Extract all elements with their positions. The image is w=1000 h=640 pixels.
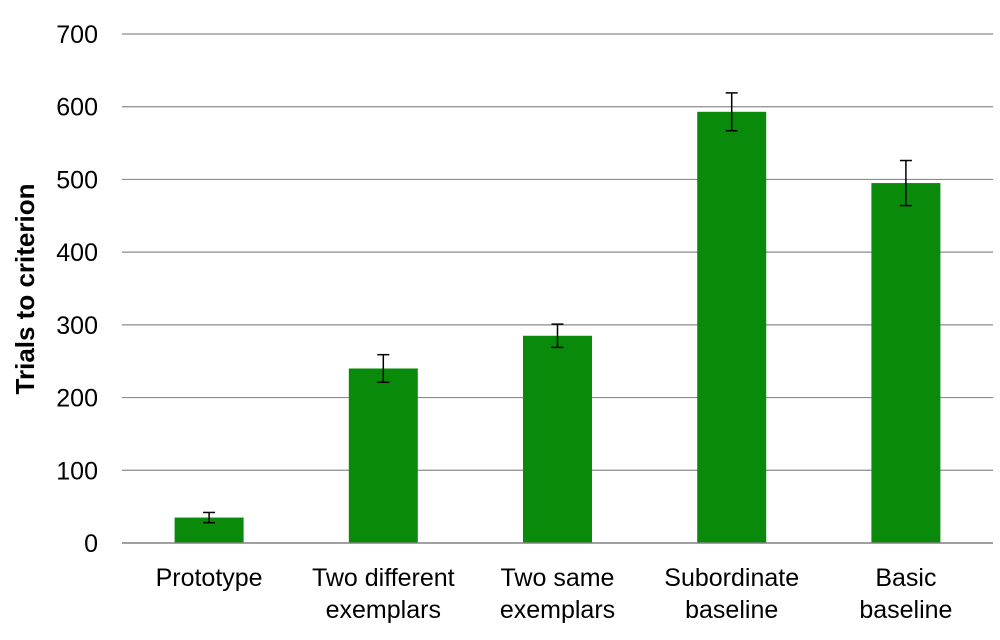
y-tick-label: 100 [56,457,98,485]
x-category-label-line: Two same [501,564,615,592]
y-tick-labels: 0 100 200 300 400 500 600 700 [56,21,98,558]
x-category-label-line: Prototype [156,564,263,592]
x-category-label: Prototype [156,564,263,592]
x-category-label: Two same exemplars [500,564,615,624]
error-bar [377,353,390,384]
x-category-label-line: exemplars [500,596,615,624]
error-bar [551,323,564,349]
y-tick-label: 700 [56,21,98,49]
bar [871,183,941,544]
x-category-label: Subordinate baseline [664,564,799,624]
y-tick-label: 400 [56,239,98,267]
x-category-label-line: Subordinate [664,564,799,592]
x-category-label-line: exemplars [326,596,441,624]
x-category-labels: Prototype Two different exemplars Two same e… [156,564,953,624]
x-category-label-line: baseline [859,596,952,624]
x-category-label-line: baseline [685,596,778,624]
x-category-label-line: Basic [875,564,936,592]
error-bar [203,511,216,524]
y-tick-label: 200 [56,385,98,413]
error-bar [725,92,738,132]
x-category-label-line: Two different [312,564,455,592]
y-tick-label: 0 [84,530,98,558]
error-bar [899,159,912,207]
bar [697,111,767,543]
bar [523,335,592,543]
bars [174,111,941,544]
bar [348,368,418,543]
x-category-label: Basic baseline [859,564,952,624]
y-tick-label: 600 [56,94,98,122]
x-category-label: Two different exemplars [312,564,455,624]
y-tick-label: 500 [56,166,98,194]
y-tick-label: 300 [56,312,98,340]
error-bars [203,92,912,524]
y-axis-title: Trials to criterion [10,184,40,395]
